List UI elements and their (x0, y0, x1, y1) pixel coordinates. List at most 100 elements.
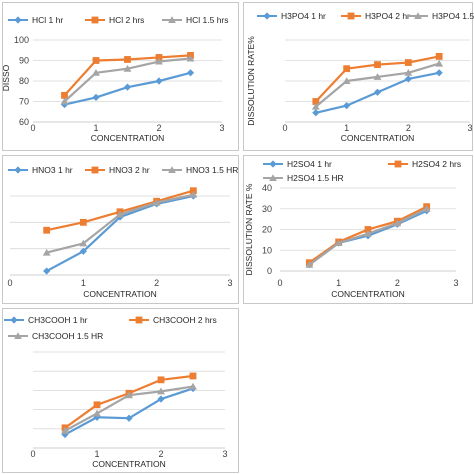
series-line (315, 62, 440, 108)
x-tick-label: 1 (94, 449, 99, 459)
series-line (46, 194, 194, 273)
data-point (312, 98, 320, 105)
data-point (334, 239, 343, 246)
data-point (92, 69, 100, 76)
y-tick-label: 60 (19, 117, 29, 127)
panel-border (2, 308, 239, 473)
chart-h2so4: 0 10 20 30 40 0 1 2 3 CONCENTRATION DISSOLUTION RA… (243, 155, 473, 304)
legend-marker (168, 166, 176, 173)
data-point (312, 109, 320, 117)
data-point (189, 190, 198, 198)
data-point (42, 248, 51, 256)
x-tick-label: 2 (395, 278, 400, 288)
legend-label: HCl 1.5 hrs (186, 15, 229, 25)
data-point (61, 91, 68, 99)
data-point (60, 97, 69, 105)
series-hr2 (43, 187, 197, 234)
legend-item: HCl 2 hrs (85, 15, 144, 25)
data-point (61, 426, 69, 434)
data-point (92, 57, 100, 64)
legend-item: HCl 1 hr (8, 15, 63, 25)
y-tick-label: 40 (262, 183, 272, 193)
legend-label: HNO3 1 hr (32, 165, 73, 175)
legend-label: H3PO4 1.5 hr (432, 11, 474, 21)
data-point (157, 395, 165, 403)
x-tick-label: 0 (7, 278, 12, 288)
series-hr2 (312, 53, 443, 105)
data-point (435, 53, 443, 60)
data-point (404, 75, 412, 83)
series-hr1 (312, 69, 443, 117)
legend-item: CH3COOH 1 hr (4, 315, 88, 325)
legend-label: HNO3 1.5 HR (186, 165, 238, 175)
legend-item: HNO3 2 hr (85, 165, 150, 175)
legend-label: HNO3 2 hr (109, 165, 150, 175)
series-hr15 (305, 204, 431, 268)
legend-label: H2SO4 1 hr (287, 159, 332, 169)
data-point (157, 376, 165, 384)
legend-item: HNO3 1 hr (8, 165, 73, 175)
data-point (404, 69, 413, 76)
series-hr15 (60, 54, 195, 105)
legend-marker (14, 332, 22, 339)
x-axis-title: CONCENTRATION (92, 459, 166, 469)
data-point (305, 260, 314, 268)
x-tick-label: 3 (219, 123, 224, 133)
chart-hcl: 60 70 80 90 100 0 1 2 3 CONCENTRATION DISSO HCl 1 h… (1, 2, 239, 151)
legend-label: HCl 1 hr (32, 15, 63, 25)
legend-item: H2SO4 2 hrs (388, 159, 461, 169)
legend-marker (91, 166, 99, 174)
x-tick-label: 0 (282, 123, 287, 133)
series-hr1 (43, 192, 197, 275)
legend-marker (135, 316, 143, 324)
data-point (43, 226, 51, 234)
data-point (404, 59, 412, 66)
data-point (373, 88, 382, 96)
data-point (123, 83, 132, 91)
data-point (157, 387, 165, 395)
data-point (189, 187, 197, 195)
data-point (93, 401, 101, 409)
panel-border (243, 155, 473, 304)
chart-hno3: 0 1 2 3 CONCENTRATION HNO3 1 hr HNO3 2 hr HNO3 … (2, 155, 239, 304)
legend-marker (394, 160, 402, 168)
legend-label: HCl 2 hrs (109, 15, 144, 25)
legend-item: HNO3 1.5 HR (162, 165, 238, 175)
panel-border (2, 155, 239, 304)
data-point (79, 247, 87, 255)
series-hr15 (311, 59, 444, 110)
series-line (46, 193, 194, 254)
legend-marker (414, 12, 422, 19)
x-tick-label: 2 (156, 123, 161, 133)
y-tick-label: 80 (19, 76, 29, 86)
x-tick-label: 1 (344, 123, 349, 133)
x-tick-label: 2 (158, 449, 163, 459)
data-point (393, 219, 402, 227)
data-point (342, 77, 351, 84)
data-point (435, 59, 444, 67)
legend-marker (269, 160, 277, 168)
data-point (189, 382, 197, 390)
data-point (125, 414, 133, 422)
data-point (43, 267, 51, 275)
series-hr15 (61, 382, 197, 434)
panel-border (2, 2, 239, 151)
data-point (155, 54, 163, 61)
x-tick-label: 1 (81, 278, 86, 288)
data-point (125, 391, 133, 399)
legend-label: H2SO4 1.5 HR (287, 173, 344, 183)
y-tick-label: 30 (262, 204, 272, 214)
data-point (343, 102, 351, 110)
y-axis-title: DISSOLUTION RATE % (244, 183, 254, 275)
legend-marker (91, 16, 99, 24)
y-tick-label: 0 (267, 266, 272, 276)
y-tick-label: 20 (262, 225, 272, 235)
y-tick-label: 10 (262, 245, 272, 255)
series-hr15 (42, 190, 198, 256)
legend-marker (10, 316, 18, 324)
data-point (93, 413, 101, 421)
x-tick-label: 2 (406, 123, 411, 133)
y-tick-label: 100 (14, 35, 29, 45)
x-axis-title: CONCENTRATION (341, 133, 415, 143)
